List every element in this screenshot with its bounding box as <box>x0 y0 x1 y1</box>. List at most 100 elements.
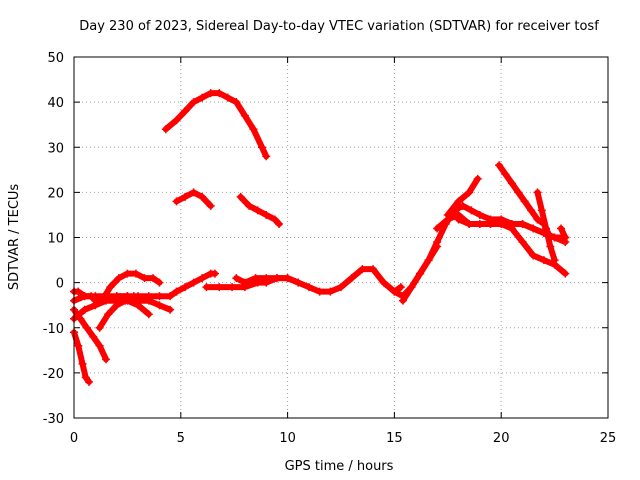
data-point <box>112 301 121 310</box>
data-point <box>102 355 111 364</box>
y-tick-label: -30 <box>43 412 64 427</box>
y-tick-label: 10 <box>47 232 64 247</box>
series-arc-8 <box>112 292 175 314</box>
data-point <box>379 278 388 287</box>
data-point <box>518 219 527 228</box>
data-point <box>123 269 132 278</box>
y-axis-label: SDTVAR / TECUs <box>7 184 22 291</box>
data-point <box>80 305 89 314</box>
data-point <box>144 296 153 305</box>
data-point <box>140 274 149 283</box>
series-arc-12 <box>172 269 219 296</box>
data-point <box>533 188 542 197</box>
data-point <box>486 219 495 228</box>
x-tick-label: 25 <box>600 431 617 446</box>
data-point <box>123 292 132 301</box>
axis-ticks: 0 5 10 15 20 25 -30 -20 -10 0 10 20 30 40 50 <box>43 51 617 446</box>
data-point <box>561 233 570 242</box>
data-point <box>155 292 164 301</box>
data-point <box>358 265 367 274</box>
series-arc-21 <box>533 188 559 265</box>
data-point <box>236 192 245 201</box>
data-point <box>91 292 100 301</box>
data-point <box>249 125 258 134</box>
data-point <box>550 256 559 265</box>
data-point <box>155 301 164 310</box>
data-point <box>166 292 175 301</box>
data-point <box>416 269 425 278</box>
data-point <box>131 269 140 278</box>
data-point <box>198 274 207 283</box>
data-point <box>304 283 313 292</box>
data-point <box>518 238 527 247</box>
series-arc-11 <box>236 192 284 228</box>
data-point <box>114 274 123 283</box>
data-point <box>189 278 198 287</box>
data-point <box>198 192 207 201</box>
series-arc-20 <box>454 215 570 278</box>
data-point <box>262 152 271 161</box>
data-point <box>215 89 224 98</box>
series-arc-14 <box>232 274 303 287</box>
data-point <box>458 201 467 210</box>
data-point <box>315 287 324 296</box>
x-axis-label: GPS time / hours <box>285 459 394 474</box>
data-point <box>514 188 523 197</box>
data-point <box>91 301 100 310</box>
data-point <box>95 341 104 350</box>
data-point <box>475 210 484 219</box>
data-point <box>262 274 271 283</box>
data-point <box>465 188 474 197</box>
data-point <box>257 143 266 152</box>
data-point <box>529 251 538 260</box>
data-point <box>467 206 476 215</box>
data-point <box>181 192 190 201</box>
data-point <box>104 310 113 319</box>
data-point <box>520 197 529 206</box>
data-point <box>533 215 542 224</box>
data-point <box>270 215 279 224</box>
data-point <box>144 310 153 319</box>
data-point <box>74 287 83 296</box>
y-tick-label: 30 <box>47 141 64 156</box>
data-point <box>172 197 181 206</box>
data-point <box>82 323 91 332</box>
data-point <box>473 174 482 183</box>
data-point <box>166 305 175 314</box>
data-point <box>501 170 510 179</box>
data-point <box>181 283 190 292</box>
series-arc-10 <box>172 188 215 210</box>
data-point <box>347 274 356 283</box>
y-tick-label: -20 <box>43 367 64 382</box>
data-point <box>134 296 143 305</box>
chart-title: Day 230 of 2023, Sidereal Day-to-day VTE… <box>79 19 599 34</box>
data-point <box>189 98 198 107</box>
data-point <box>326 287 335 296</box>
data-point <box>433 224 442 233</box>
data-point <box>74 341 83 350</box>
y-tick-label: -10 <box>43 322 64 337</box>
y-tick-label: 0 <box>56 277 64 292</box>
data-point <box>245 201 254 210</box>
data-point <box>495 161 504 170</box>
data-point <box>81 373 90 382</box>
data-point <box>210 269 219 278</box>
x-tick-label: 5 <box>177 431 185 446</box>
data-point <box>396 283 405 292</box>
data-point <box>454 197 463 206</box>
data-point <box>112 292 121 301</box>
data-point <box>424 256 433 265</box>
data-point <box>507 224 516 233</box>
data-point <box>84 377 93 386</box>
series-trace <box>444 175 481 218</box>
data-point <box>215 283 224 292</box>
data-point <box>262 210 271 219</box>
data-point <box>546 242 555 251</box>
data-point <box>390 287 399 296</box>
series-arc-22 <box>557 224 570 242</box>
data-point <box>172 287 181 296</box>
data-point <box>407 283 416 292</box>
y-tick-label: 20 <box>47 186 64 201</box>
data-point <box>561 269 570 278</box>
